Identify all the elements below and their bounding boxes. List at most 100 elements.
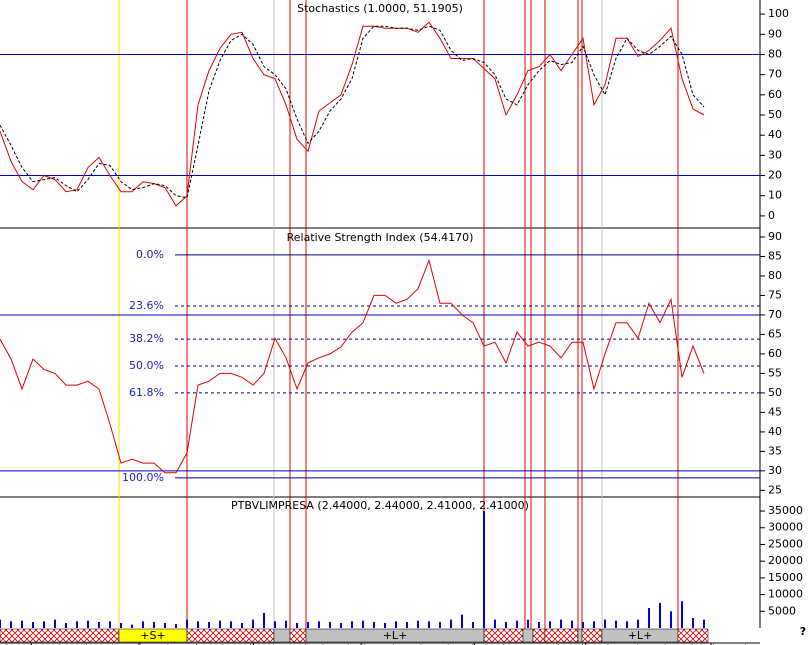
panel-title: Relative Strength Index (54.4170) bbox=[287, 231, 474, 244]
volume-bar bbox=[351, 621, 353, 628]
y-tick-label: 65 bbox=[768, 327, 782, 340]
signal-segment bbox=[577, 628, 583, 643]
volume-bar bbox=[340, 622, 342, 628]
volume-bar bbox=[87, 620, 89, 628]
volume-bar bbox=[362, 620, 364, 628]
volume-bar bbox=[285, 620, 287, 628]
volume-bar bbox=[692, 617, 694, 628]
volume-bar bbox=[472, 621, 474, 628]
volume-bar bbox=[120, 622, 122, 628]
volume-bar bbox=[98, 621, 100, 628]
volume-bar bbox=[604, 619, 606, 628]
volume-bar bbox=[175, 623, 177, 628]
fib-label: 38.2% bbox=[129, 332, 164, 345]
y-tick-label: 40 bbox=[768, 425, 782, 438]
volume-bar bbox=[395, 621, 397, 628]
series-line bbox=[0, 21, 705, 207]
volume-bar bbox=[32, 621, 34, 628]
y-tick-label: 85 bbox=[768, 249, 782, 262]
volume-bar bbox=[208, 621, 210, 628]
signal-segment bbox=[544, 628, 579, 643]
y-tick-label: 60 bbox=[768, 88, 782, 101]
volume-bar bbox=[670, 611, 672, 628]
volume-bar bbox=[417, 620, 419, 628]
y-tick-label: 90 bbox=[768, 27, 782, 40]
volume-bar bbox=[252, 619, 254, 628]
y-tick-label: 80 bbox=[768, 47, 782, 60]
volume-bar bbox=[615, 620, 617, 628]
volume-bar bbox=[373, 621, 375, 628]
y-tick-label: 10 bbox=[768, 189, 782, 202]
y-tick-label: 0 bbox=[768, 209, 775, 222]
y-tick-label: 100 bbox=[768, 7, 789, 20]
fib-label: 61.8% bbox=[129, 386, 164, 399]
signal-segment bbox=[186, 628, 275, 643]
y-tick-label: 50 bbox=[768, 108, 782, 121]
y-tick-label: 20000 bbox=[768, 554, 803, 567]
volume-bar bbox=[384, 622, 386, 628]
volume-bar bbox=[329, 621, 331, 628]
signal-segment bbox=[483, 628, 524, 643]
y-tick-label: 5000 bbox=[768, 604, 796, 617]
volume-bar bbox=[318, 621, 320, 628]
volume-bar bbox=[571, 620, 573, 628]
y-tick-label: 35 bbox=[768, 444, 782, 457]
signal-segment bbox=[532, 628, 546, 643]
volume-bar bbox=[483, 511, 485, 628]
volume-bar bbox=[494, 619, 496, 628]
volume-bar bbox=[637, 619, 639, 628]
signal-segment bbox=[289, 628, 307, 643]
y-tick-label: 10000 bbox=[768, 588, 803, 601]
y-tick-label: 80 bbox=[768, 269, 782, 282]
volume-bar bbox=[703, 619, 705, 628]
volume-bar bbox=[428, 621, 430, 628]
volume-bar bbox=[142, 621, 144, 628]
volume-bar bbox=[450, 619, 452, 628]
volume-bar bbox=[406, 621, 408, 628]
y-tick-label: 60 bbox=[768, 347, 782, 360]
help-icon[interactable]: ? bbox=[800, 625, 806, 638]
signal-segment bbox=[677, 628, 709, 643]
fib-label: 50.0% bbox=[129, 359, 164, 372]
volume-bar bbox=[593, 621, 595, 628]
volume-bar bbox=[461, 614, 463, 628]
volume-bar bbox=[527, 619, 529, 628]
volume-bar bbox=[659, 602, 661, 628]
volume-bar bbox=[505, 621, 507, 628]
volume-bar bbox=[10, 621, 12, 628]
volume-bar bbox=[582, 621, 584, 628]
y-tick-label: 75 bbox=[768, 288, 782, 301]
signal-segment bbox=[0, 628, 120, 643]
volume-bar bbox=[516, 620, 518, 628]
y-tick-label: 45 bbox=[768, 405, 782, 418]
y-tick-label: 70 bbox=[768, 308, 782, 321]
y-tick-label: 20 bbox=[768, 169, 782, 182]
y-tick-label: 30 bbox=[768, 464, 782, 477]
volume-bar bbox=[21, 620, 23, 628]
y-tick-label: 30 bbox=[768, 148, 782, 161]
volume-bar bbox=[263, 612, 265, 628]
volume-bar bbox=[274, 621, 276, 628]
volume-bar bbox=[307, 621, 309, 628]
fib-label: 0.0% bbox=[136, 248, 164, 261]
volume-bar bbox=[681, 601, 683, 628]
signal-segment bbox=[273, 628, 291, 643]
volume-bar bbox=[219, 620, 221, 628]
signal-segment bbox=[581, 628, 603, 643]
volume-bar bbox=[648, 607, 650, 628]
volume-bar bbox=[549, 621, 551, 628]
volume-bar bbox=[54, 619, 56, 628]
volume-bar bbox=[241, 622, 243, 628]
y-tick-label: 35000 bbox=[768, 504, 803, 517]
volume-bar bbox=[43, 621, 45, 628]
y-tick-label: 50 bbox=[768, 386, 782, 399]
volume-bar bbox=[65, 622, 67, 628]
volume-bar bbox=[109, 621, 111, 628]
volume-bar bbox=[626, 621, 628, 628]
volume-bar bbox=[0, 619, 1, 628]
y-tick-label: 25000 bbox=[768, 537, 803, 550]
y-tick-label: 90 bbox=[768, 230, 782, 243]
signal-segment bbox=[522, 628, 534, 643]
